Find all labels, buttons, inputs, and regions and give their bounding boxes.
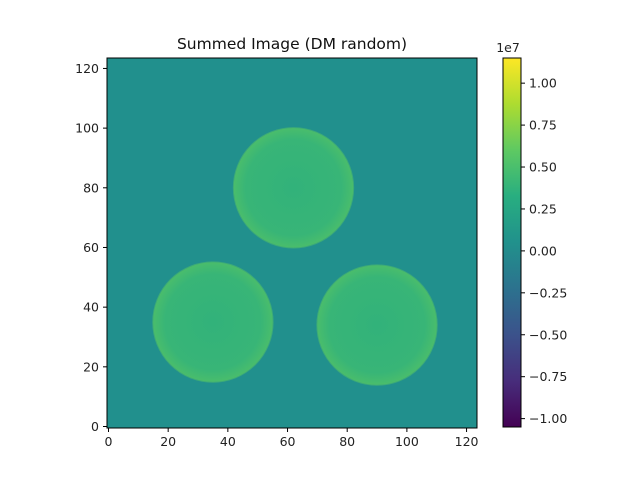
y-tick-label: 100 [75, 121, 99, 136]
x-tick-label: 20 [160, 434, 176, 449]
x-tick-label: 0 [105, 434, 113, 449]
x-tick-label: 40 [220, 434, 236, 449]
x-tick-label: 120 [455, 434, 479, 449]
disk-2 [316, 264, 438, 386]
colorbar-tick-label: 0.75 [529, 118, 557, 133]
disk-3 [232, 127, 355, 249]
colorbar-tick-label: −0.75 [529, 369, 567, 384]
y-axis: 0 20 40 60 80 100 120 [75, 61, 107, 434]
y-tick-label: 0 [91, 419, 99, 434]
y-tick-label: 20 [83, 359, 99, 374]
y-tick-label: 80 [83, 180, 99, 195]
chart-title: Summed Image (DM random) [177, 35, 407, 53]
colorbar-tick-label: −0.25 [529, 285, 567, 300]
disks-layer [152, 127, 438, 386]
y-tick-label: 60 [83, 240, 99, 255]
colorbar-tick-label: 0.50 [529, 160, 557, 175]
colorbar-ticks: −1.00 −0.75 −0.50 −0.25 0.00 0.25 0.50 0.75 1.00 [521, 76, 567, 426]
colorbar-tick-label: 0.00 [529, 243, 557, 258]
x-axis: 0 20 40 60 80 100 120 [105, 428, 479, 449]
disk-1 [152, 261, 274, 383]
colorbar-tick-label: 1.00 [529, 76, 557, 91]
colorbar-scale-label: 1e7 [496, 40, 520, 55]
x-tick-label: 60 [280, 434, 296, 449]
y-tick-label: 120 [75, 61, 99, 76]
colorbar-tick-label: 0.25 [529, 201, 557, 216]
x-tick-label: 100 [395, 434, 419, 449]
colorbar-tick-label: −0.50 [529, 327, 567, 342]
colorbar: −1.00 −0.75 −0.50 −0.25 0.00 0.25 0.50 0.75 1.00… [496, 40, 567, 428]
image-frame [106, 57, 478, 429]
colorbar-tick-label: −1.00 [529, 411, 567, 426]
heatmap-image [107, 58, 477, 428]
x-tick-label: 80 [339, 434, 355, 449]
y-tick-label: 40 [83, 300, 99, 315]
colorbar-gradient [502, 57, 522, 428]
